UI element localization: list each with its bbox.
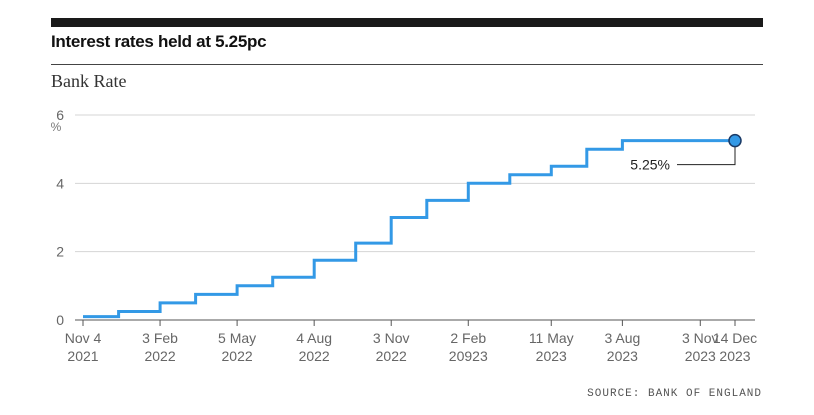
y-tick-label: 0 — [56, 312, 64, 328]
x-tick-year: 2023 — [536, 348, 567, 364]
chart-title: Interest rates held at 5.25pc — [51, 32, 267, 51]
top-rule — [51, 18, 763, 27]
title-divider — [51, 64, 763, 65]
x-axis-ticks: Nov 4 2021 3 Feb 2022 5 May 2022 4 Aug 2022 3 No… — [65, 320, 757, 364]
gridlines — [75, 114, 755, 253]
x-tick-label: 3 Nov — [373, 330, 410, 346]
x-tick-year: 2023 — [685, 348, 716, 364]
x-tick-label: 3 Feb — [142, 330, 178, 346]
x-tick-label: 3 Aug — [604, 330, 640, 346]
y-tick-label: 4 — [56, 175, 64, 191]
x-tick-label: 5 May — [218, 330, 256, 346]
x-tick-year: 2022 — [222, 348, 253, 364]
chart-subtitle: Bank Rate — [51, 71, 127, 91]
current-rate-marker — [728, 133, 742, 148]
y-axis-ticks: 0 2 4 6 — [56, 107, 64, 328]
current-rate-annotation: 5.25% — [630, 133, 742, 173]
y-tick-label: 2 — [56, 244, 64, 260]
x-tick-year: 2022 — [376, 348, 407, 364]
x-tick-year: 2023 — [719, 348, 750, 364]
y-tick-label: 6 — [56, 107, 64, 123]
x-tick-label: 3 Nov — [682, 330, 719, 346]
bank-rate-line — [83, 139, 735, 319]
x-tick-year: 2023 — [607, 348, 638, 364]
x-tick-label: 14 Dec — [713, 330, 757, 346]
x-tick-label: 11 May — [529, 330, 574, 346]
annotation-leader-line — [677, 140, 736, 166]
x-tick-year: 2021 — [67, 348, 98, 364]
x-tick-label: 4 Aug — [296, 330, 332, 346]
source-note: SOURCE: BANK OF ENGLAND — [587, 388, 762, 400]
x-tick-year: 20923 — [449, 348, 488, 364]
x-tick-label: Nov 4 — [65, 330, 102, 346]
x-tick-year: 2022 — [299, 348, 330, 364]
x-tick-label: 2 Feb — [450, 330, 486, 346]
annotation-label: 5.25% — [630, 157, 670, 173]
x-tick-year: 2022 — [144, 348, 175, 364]
y-axis-unit: % — [51, 120, 62, 134]
